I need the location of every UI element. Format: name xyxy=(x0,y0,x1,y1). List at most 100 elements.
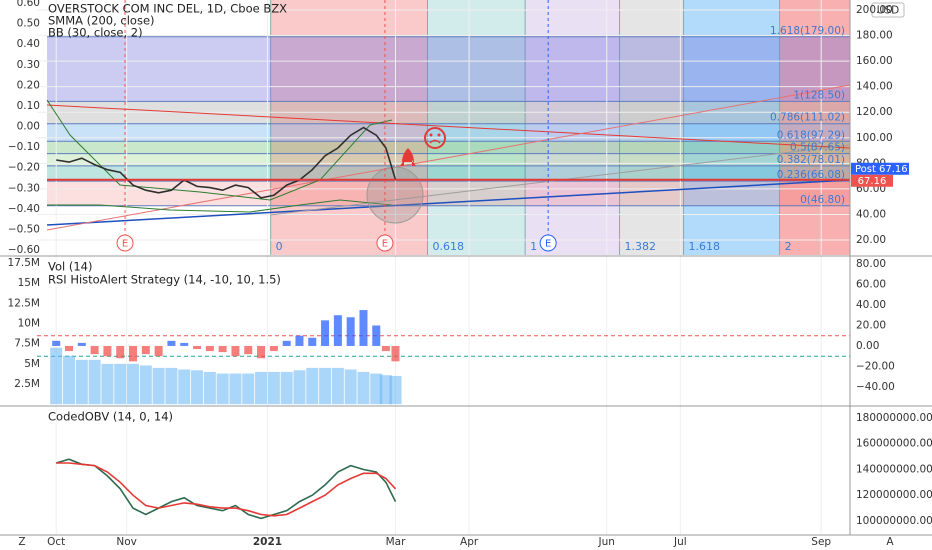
y2-tick-label: 80.00 xyxy=(856,258,886,270)
event-label: E xyxy=(545,239,551,250)
fib-band xyxy=(47,153,850,166)
histogram-bar xyxy=(295,335,304,346)
bollinger-upper xyxy=(46,99,393,201)
fib-label: 0.5(87.65) xyxy=(790,142,845,154)
time-zone-band xyxy=(779,0,850,255)
histogram-bar xyxy=(180,342,189,346)
y2-tick-label: 0.30 xyxy=(17,59,40,71)
y2-tick-label: −0.30 xyxy=(8,182,40,194)
volume-bar xyxy=(152,367,165,405)
histogram-bar xyxy=(231,345,240,357)
corner-button[interactable]: Z xyxy=(18,536,25,548)
time-zone-label: 0 xyxy=(276,240,283,253)
fib-label: 0.382(78.01) xyxy=(777,154,845,166)
legend-entry: CodedOBV (14, 0, 14) xyxy=(48,410,173,424)
histogram-bar xyxy=(77,342,86,346)
y2-tick-label: −40.00 xyxy=(856,381,895,393)
volume-bar xyxy=(255,371,268,405)
time-zone-band xyxy=(683,0,780,255)
volume-bar xyxy=(127,363,140,405)
y2-tick-label: 0.20 xyxy=(17,79,40,91)
y2-tick-label: −0.10 xyxy=(8,141,40,153)
x-tick-label: Sep xyxy=(811,536,831,548)
post-price: 67.16 xyxy=(879,164,908,175)
last-price: 67.16 xyxy=(858,176,887,187)
y-tick-label: 160.00 xyxy=(856,55,893,67)
currency-box[interactable] xyxy=(871,2,905,18)
volume-bar xyxy=(370,373,383,405)
y-tick-label: 5M xyxy=(24,358,40,370)
line xyxy=(56,462,397,517)
line xyxy=(56,126,397,199)
y-tick-label: 120.00 xyxy=(856,106,893,118)
histogram-bar xyxy=(391,345,400,362)
background-layer xyxy=(47,0,850,255)
y-tick-label: 200.00 xyxy=(856,4,893,16)
volume-bar xyxy=(379,375,392,405)
y2-tick-label: −0.40 xyxy=(8,203,40,215)
volume-bar xyxy=(178,369,191,405)
fib-label: 0.618(97.29) xyxy=(777,129,845,141)
indicator-label: BB (30, close, 2) xyxy=(48,26,143,40)
currency[interactable]: USD xyxy=(877,5,899,17)
event-label: E xyxy=(382,239,388,250)
y-tick-label: 140000000.00 xyxy=(856,463,932,475)
time-zone-band xyxy=(270,0,428,255)
sad-face-eye xyxy=(429,133,433,137)
grid-layer xyxy=(37,0,850,535)
y2-tick-label: 0.60 xyxy=(17,0,40,9)
event-label: E xyxy=(122,239,128,250)
histogram-bar xyxy=(269,345,278,352)
time-zone-label: 1.618 xyxy=(689,240,721,253)
fib-band xyxy=(47,36,850,102)
y-tick-label: 40.00 xyxy=(856,208,886,220)
text-layer: OVERSTOCK COM INC DEL, 1D, Cboe BZX SMMA… xyxy=(8,0,932,548)
time-zone-label: 0.618 xyxy=(432,240,464,253)
histogram-bar xyxy=(103,345,112,357)
y-tick-label: 7.5M xyxy=(14,338,40,350)
histogram-bar xyxy=(65,345,74,352)
y-tick-label: 100.00 xyxy=(856,132,893,144)
x-tick-label: Nov xyxy=(116,536,137,548)
event-marker xyxy=(539,234,557,252)
x-tick-label: Mar xyxy=(386,536,406,548)
histogram-bar xyxy=(167,340,176,346)
volume-bar xyxy=(389,375,402,405)
histogram-bar xyxy=(193,345,202,350)
time-zone-label: 1.382 xyxy=(625,240,657,253)
histogram-bar xyxy=(257,345,266,359)
histogram-bar xyxy=(90,345,99,355)
volume-bar xyxy=(191,370,204,405)
y-tick-label: 120000000.00 xyxy=(856,489,932,501)
highlight-circle xyxy=(366,166,424,224)
y2-tick-label: 20.00 xyxy=(856,319,886,331)
volume-bar xyxy=(203,371,216,405)
event-marker xyxy=(116,234,134,252)
trend-line xyxy=(46,84,851,231)
histogram-bar xyxy=(141,345,150,355)
fib-label: 0(46.80) xyxy=(800,194,845,206)
legend-entry: RSI HistoAlert Strategy (14, -10, 10, 1.… xyxy=(48,273,281,287)
fib-label: 1(128.50) xyxy=(793,89,845,101)
y2-tick-label: 0.10 xyxy=(17,100,40,112)
volume-bar xyxy=(344,369,357,405)
bollinger-lower xyxy=(47,199,393,213)
marks-layer xyxy=(47,126,850,520)
y2-tick-label: 0.50 xyxy=(17,18,40,30)
histogram-bar xyxy=(129,345,138,362)
x-tick-label: Apr xyxy=(460,536,479,548)
histogram-bar xyxy=(346,317,355,346)
y-tick-label: 180.00 xyxy=(856,30,893,42)
y2-tick-label: 0.40 xyxy=(17,38,40,50)
volume-bar xyxy=(319,367,332,405)
trend-line xyxy=(46,104,851,149)
volume-bar xyxy=(280,371,293,405)
histogram-bar xyxy=(218,345,227,353)
corner-button[interactable]: A xyxy=(886,536,894,548)
last-price-box xyxy=(851,174,893,187)
sad-face-icon xyxy=(424,127,446,149)
y-tick-label: 160000000.00 xyxy=(856,438,932,450)
y-tick-label: 10M xyxy=(18,317,40,329)
volume-bar xyxy=(114,363,127,405)
